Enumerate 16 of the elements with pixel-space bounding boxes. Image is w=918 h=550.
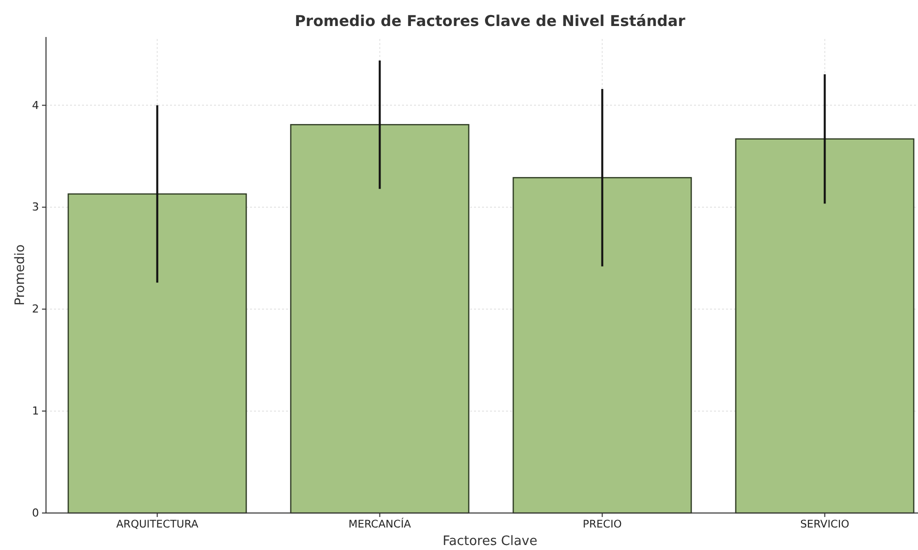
y-tick-label: 4 <box>32 98 39 112</box>
bar <box>512 177 692 514</box>
y-tick-label: 0 <box>32 506 39 520</box>
x-tick-label: PRECIO <box>582 518 622 530</box>
x-tick-label: MERCANCÍA <box>348 517 412 530</box>
bar <box>290 124 470 514</box>
chart-title: Promedio de Factores Clave de Nivel Estándar <box>294 12 686 30</box>
y-tick-label: 1 <box>32 404 39 418</box>
y-tick-label: 2 <box>32 302 39 316</box>
bar <box>68 193 247 514</box>
bar <box>735 138 914 514</box>
y-tick-label: 3 <box>32 200 39 214</box>
x-tick-label: ARQUITECTURA <box>116 518 200 530</box>
x-tick-label: SERVICIO <box>800 518 850 530</box>
y-axis-title: Promedio <box>13 244 28 306</box>
x-axis-title: Factores Clave <box>442 534 538 549</box>
